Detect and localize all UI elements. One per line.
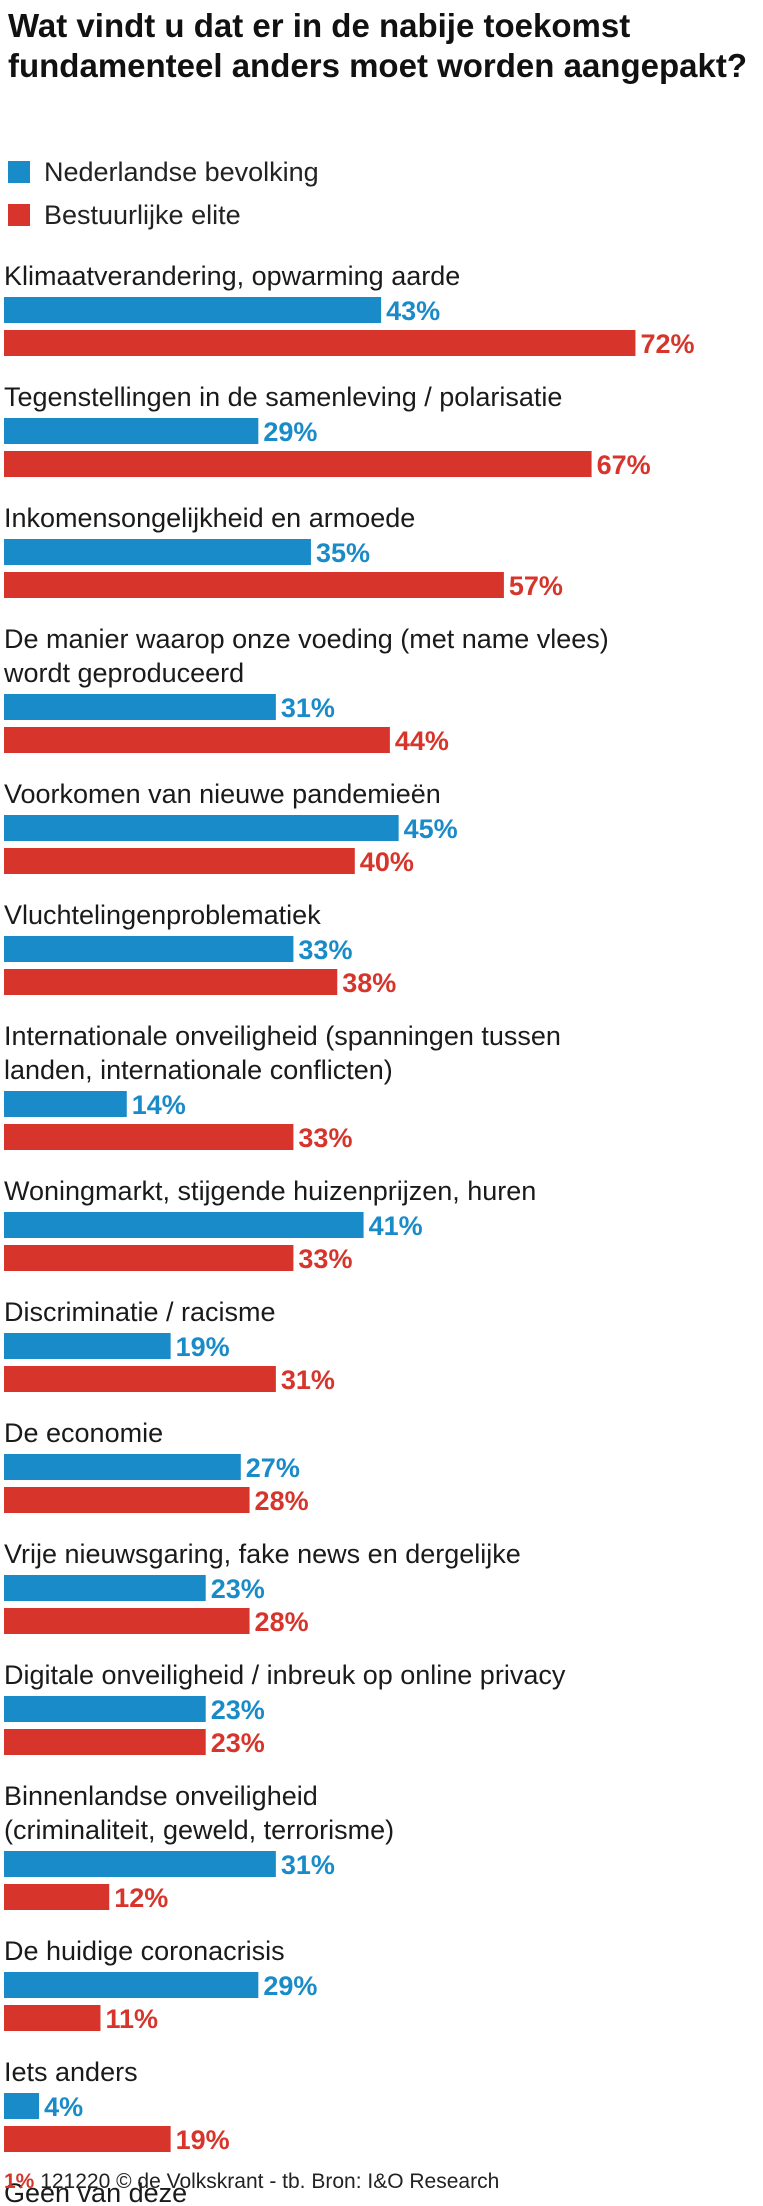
category-label: De economie [4, 1418, 163, 1448]
bar [4, 539, 311, 565]
category-label: Voorkomen van nieuwe pandemieën [4, 779, 441, 809]
value-label: 23% [211, 1574, 265, 1604]
bar [4, 1608, 250, 1634]
bar [4, 1212, 364, 1238]
bar [4, 1091, 127, 1117]
category-label: Tegenstellingen in de samenleving / pola… [4, 382, 562, 412]
category-label: Klimaatverandering, opwarming aarde [4, 261, 460, 291]
bar [4, 2005, 101, 2031]
category-label: landen, internationale conflicten) [4, 1055, 393, 1085]
value-label: 41% [369, 1211, 423, 1241]
value-label: 14% [132, 1090, 186, 1120]
bar [4, 1575, 206, 1601]
legend-swatch-red [8, 204, 30, 226]
value-label: 40% [360, 847, 414, 877]
bar [4, 1696, 206, 1722]
bar [4, 297, 382, 323]
category-label: De manier waarop onze voeding (met name … [4, 624, 609, 654]
legend-label: Nederlandse bevolking [44, 156, 319, 187]
value-label: 27% [246, 1453, 300, 1483]
value-label: 28% [255, 1486, 309, 1516]
value-label: 33% [298, 935, 352, 965]
category-label: Woningmarkt, stijgende huizenprijzen, hu… [4, 1176, 536, 1206]
value-label: 35% [316, 538, 370, 568]
bar [4, 727, 390, 753]
value-label: 57% [509, 571, 563, 601]
value-label: 23% [211, 1695, 265, 1725]
bar [4, 1333, 171, 1359]
value-label: 43% [386, 296, 440, 326]
value-label: 33% [298, 1244, 352, 1274]
category-label: Iets anders [4, 2057, 138, 2087]
value-label: 33% [298, 1123, 352, 1153]
value-label: 72% [640, 329, 694, 359]
source-lead-value: 1% [4, 2170, 35, 2193]
value-label: 4% [44, 2092, 83, 2122]
category-label: wordt geproduceerd [3, 658, 244, 688]
bar [4, 694, 276, 720]
source-text: 121220 © de Volkskrant - tb. Bron: I&O R… [40, 2170, 500, 2193]
category-label: Discriminatie / racisme [4, 1297, 276, 1327]
bar [4, 2093, 40, 2119]
category-label: Internationale onveiligheid (spanningen … [4, 1021, 561, 1051]
value-label: 29% [263, 1971, 317, 2001]
bar [4, 848, 355, 874]
bar [4, 1245, 294, 1271]
bar [4, 1851, 276, 1877]
bar [4, 1972, 259, 1998]
value-label: 23% [211, 1728, 265, 1758]
legend-label: Bestuurlijke elite [44, 199, 241, 230]
value-label: 45% [404, 814, 458, 844]
chart-title: Wat vindt u dat er in de nabije toekomst… [8, 7, 747, 84]
bar [4, 1366, 276, 1392]
legend-item-bestuurlijke-elite: Bestuurlijke elite [8, 198, 241, 232]
source-credit: 1% 121220 © de Volkskrant - tb. Bron: I&… [4, 2170, 499, 2194]
bar [4, 330, 636, 356]
category-label: Inkomensongelijkheid en armoede [4, 503, 415, 533]
value-label: 67% [597, 450, 651, 480]
bar [4, 969, 338, 995]
value-label: 44% [395, 726, 449, 756]
bar [4, 815, 399, 841]
bar [4, 936, 294, 962]
category-label: (criminaliteit, geweld, terrorisme) [4, 1815, 394, 1845]
bar [4, 2126, 171, 2152]
category-label: Vrije nieuwsgaring, fake news en dergeli… [4, 1539, 521, 1569]
value-label: 31% [281, 1365, 335, 1395]
value-label: 28% [255, 1607, 309, 1637]
bar [4, 1884, 110, 1910]
category-label: De huidige coronacrisis [4, 1936, 285, 1966]
category-label: Binnenlandse onveiligheid [4, 1781, 318, 1811]
value-label: 12% [114, 1883, 168, 1913]
bar [4, 1454, 241, 1480]
value-label: 19% [176, 2125, 230, 2155]
category-label: Vluchtelingenproblematiek [4, 900, 321, 930]
bar [4, 451, 592, 477]
category-label: Geen van deze [4, 2178, 187, 2206]
category-label: Digitale onveiligheid / inbreuk op onlin… [4, 1660, 566, 1690]
value-label: 19% [176, 1332, 230, 1362]
legend-swatch-blue [8, 161, 30, 183]
value-label: 38% [342, 968, 396, 998]
legend-item-nederlandse-bevolking: Nederlandse bevolking [8, 155, 319, 189]
bar [4, 1729, 206, 1755]
value-label: 11% [105, 2004, 158, 2034]
bar [4, 1487, 250, 1513]
value-label: 31% [281, 693, 335, 723]
value-label: 31% [281, 1850, 335, 1880]
bar [4, 1124, 294, 1150]
bar [4, 418, 259, 444]
value-label: 29% [263, 417, 317, 447]
bar [4, 572, 504, 598]
